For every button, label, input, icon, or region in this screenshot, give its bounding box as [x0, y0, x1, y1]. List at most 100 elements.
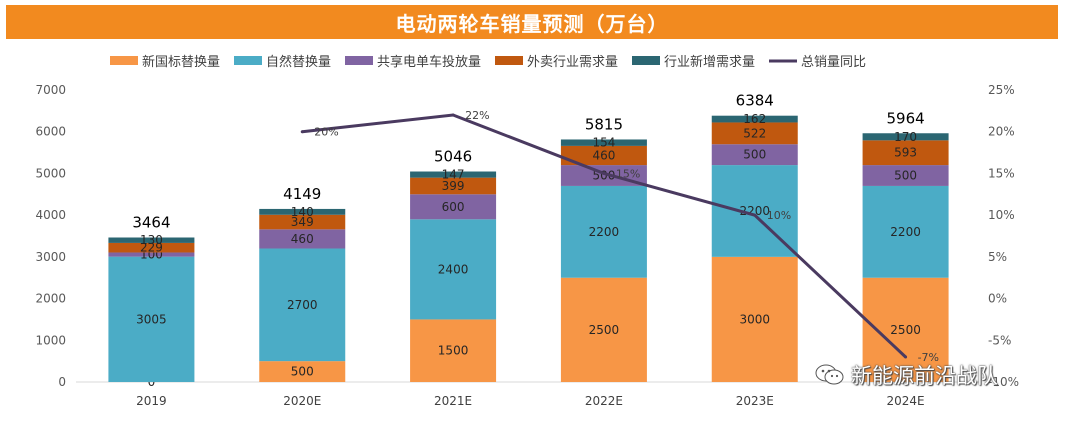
bar-data-label: 140: [291, 205, 314, 219]
y-right-tick-label: 5%: [988, 250, 1007, 264]
yoy-data-label: 15%: [616, 167, 640, 180]
bar-segment: [108, 256, 195, 382]
chart-title: 电动两轮车销量预测（万台）: [6, 5, 1058, 39]
bar-segment: [862, 140, 949, 166]
bar-data-label: 2500: [890, 323, 921, 337]
bar-total-label: 3464: [132, 214, 170, 232]
bar-data-label: 522: [743, 126, 766, 140]
legend-swatch: [110, 56, 138, 65]
bar-data-label: 154: [592, 136, 615, 150]
bar-data-label: 2200: [890, 225, 921, 239]
bar-segment: [108, 242, 195, 253]
bar-data-label: 130: [140, 233, 163, 247]
bar-data-label: 3005: [136, 312, 167, 326]
bar-segment: [410, 171, 497, 178]
legend-swatch: [345, 56, 373, 65]
bar-segment: [560, 185, 647, 278]
legend-swatch: [632, 56, 660, 65]
legend-swatch: [495, 56, 523, 65]
legend-label: 总销量同比: [801, 55, 866, 70]
bar-total-label: 5815: [585, 115, 623, 133]
bar-data-label: 460: [291, 232, 314, 246]
bar-segment: [259, 208, 346, 215]
y-right-tick-label: 25%: [988, 83, 1015, 97]
x-tick-label: 2023E: [736, 394, 774, 408]
bar-data-label: 1500: [438, 344, 469, 358]
yoy-data-label: 20%: [314, 126, 338, 139]
yoy-data-label: -7%: [918, 351, 939, 364]
bar-segment: [410, 177, 497, 195]
bar-data-label: 3000: [739, 312, 770, 326]
bar-data-label: 2400: [438, 262, 469, 276]
bar-segment: [259, 229, 346, 249]
bar-data-label: 147: [442, 168, 465, 182]
bar-total-label: 4149: [283, 185, 321, 203]
legend-swatch: [234, 56, 262, 65]
y-left-tick-label: 6000: [35, 125, 66, 139]
x-tick-label: 2022E: [585, 394, 623, 408]
bar-segment: [711, 144, 798, 166]
x-tick-label: 2020E: [283, 394, 321, 408]
bar-segment: [711, 256, 798, 382]
bar-data-label: 229: [140, 241, 163, 255]
y-right-tick-label: -10%: [988, 375, 1019, 389]
y-left-tick-label: 3000: [35, 250, 66, 264]
bar-total-label: 6384: [736, 92, 774, 110]
bar-total-label: 5046: [434, 148, 472, 166]
bar-segment: [108, 252, 195, 257]
bar-data-label: 500: [743, 148, 766, 162]
legend-label: 共享电单车投放量: [377, 54, 481, 70]
bar-segment: [862, 185, 949, 278]
x-tick-label: 2021E: [434, 394, 472, 408]
legend-label: 外卖行业需求量: [527, 55, 618, 70]
y-left-tick-label: 4000: [35, 208, 66, 222]
bar-segment: [560, 277, 647, 382]
bar-segment: [108, 237, 195, 243]
wechat-icon: [815, 364, 844, 385]
y-left-tick-label: 7000: [35, 83, 66, 97]
watermark-text: 新能源前沿战队: [851, 364, 998, 388]
bar-data-label: 162: [743, 112, 766, 126]
bar-data-label: 460: [592, 148, 615, 162]
y-right-tick-label: 0%: [988, 292, 1007, 306]
y-right-tick-label: 15%: [988, 166, 1015, 180]
y-left-tick-label: 0: [58, 375, 66, 389]
bar-data-label: 349: [291, 215, 314, 229]
legend-label: 自然替换量: [266, 54, 331, 70]
bar-segment: [410, 194, 497, 220]
bar-segment: [862, 165, 949, 186]
bar-segment: [711, 115, 798, 123]
yoy-point: [300, 130, 304, 134]
bar-segment: [711, 122, 798, 145]
bar-segment: [862, 133, 949, 141]
legend-label: 新国标替换量: [142, 54, 220, 70]
bar-segment: [259, 361, 346, 382]
yoy-point: [602, 171, 606, 175]
bar-segment: [560, 145, 647, 166]
bar-total-label: 5964: [886, 109, 924, 127]
yoy-data-label: 10%: [767, 209, 791, 222]
bar-data-label: 2700: [287, 298, 318, 312]
bar-data-label: 170: [894, 130, 917, 144]
yoy-point: [904, 355, 908, 359]
x-tick-label: 2024E: [887, 394, 925, 408]
x-tick-label: 2019: [136, 394, 167, 408]
bar-data-label: 600: [442, 200, 465, 214]
bar-data-label: 500: [894, 169, 917, 183]
yoy-point: [451, 113, 455, 117]
bar-segment: [259, 214, 346, 230]
bar-data-label: 500: [291, 365, 314, 379]
y-left-tick-label: 5000: [35, 166, 66, 180]
bar-segment: [410, 319, 497, 382]
bar-segment: [410, 219, 497, 320]
bar-segment: [560, 139, 647, 146]
y-left-tick-label: 1000: [35, 333, 66, 347]
bar-segment: [259, 248, 346, 362]
y-right-tick-label: 10%: [988, 208, 1015, 222]
y-right-tick-label: -5%: [988, 333, 1011, 347]
bar-data-label: 2500: [589, 323, 620, 337]
yoy-data-label: 22%: [465, 109, 489, 122]
watermark: 新能源前沿战队: [815, 360, 998, 390]
yoy-point: [753, 213, 757, 217]
